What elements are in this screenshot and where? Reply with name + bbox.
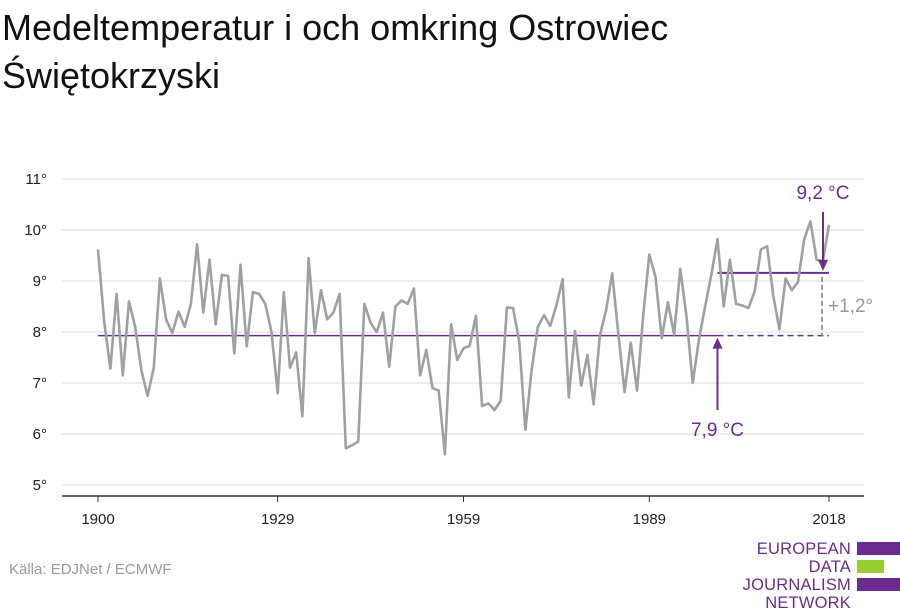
x-tick-label: 1929 [261,511,294,528]
x-tick-label: 1959 [447,511,480,528]
source-note: Källa: EDJNet / ECMWF [9,561,172,578]
logo-bar-top [857,542,900,555]
x-tick-label: 1989 [633,511,666,528]
x-tick-label: 1900 [81,511,114,528]
logo-bar-bottom [857,578,900,591]
logo-line-3: NETWORK [765,594,851,612]
recent-arrow-head [818,259,828,271]
y-tick-label: 10° [24,222,47,239]
temperature-series-line [96,220,831,456]
y-tick-label: 11° [25,171,47,188]
page-title: Medeltemperatur i och omkring Ostrowiec … [2,7,669,96]
baseline-arrow-head [712,337,723,349]
recent-label: 9,2 °C [796,183,849,204]
logo-line-1: EUROPEAN [756,540,851,558]
y-tick-label: 5° [33,477,47,494]
logo-text: EUROPEAN DATA JOURNALISM NETWORK [700,540,851,612]
y-tick-label: 8° [33,324,47,341]
logo-line-2: DATA JOURNALISM [742,558,851,594]
x-tick-label: 2018 [812,511,845,528]
baseline-label: 7,9 °C [691,420,744,441]
y-tick-label: 7° [33,375,47,392]
delta-label: +1,2° [828,296,873,317]
y-tick-label: 9° [33,273,47,290]
y-tick-label: 6° [33,426,47,443]
edjnet-logo: EUROPEAN DATA JOURNALISM NETWORK [700,540,900,612]
logo-bar-middle [857,560,884,573]
